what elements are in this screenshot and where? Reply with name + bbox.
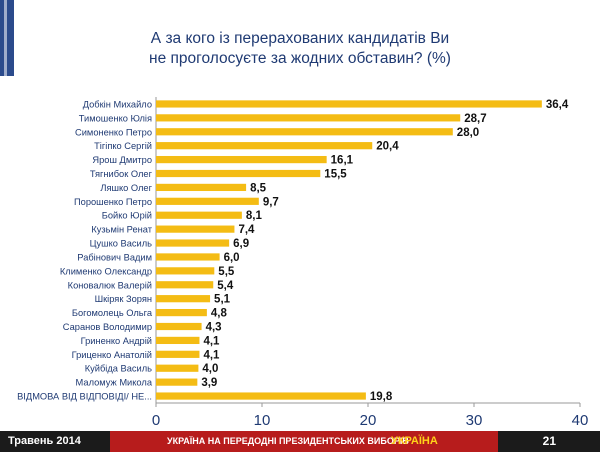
category-label: Гриненко Андрій (81, 336, 152, 346)
value-label: 3,9 (201, 377, 217, 389)
bar (156, 364, 199, 372)
value-label: 6,0 (224, 252, 240, 264)
category-label: Добкін Михайло (83, 99, 152, 109)
value-label: 5,5 (218, 266, 235, 278)
bar (156, 336, 200, 345)
value-label: 4,1 (203, 335, 220, 347)
category-label: Куйбіда Василь (85, 364, 152, 374)
category-label: Ярош Дмитро (92, 155, 152, 165)
category-label: Цушко Василь (90, 239, 153, 249)
category-label: Маломуж Микола (76, 378, 153, 388)
value-label: 19,8 (370, 391, 393, 403)
chart-title-line-1: А за кого із перерахованих кандидатів Ви (150, 30, 450, 47)
x-tick-label: 20 (360, 412, 377, 429)
value-label: 4,3 (206, 322, 222, 334)
bar-chart: 0 10 20 30 40 Добкін Михайло 36,4 Тимошенко Юлі… (17, 97, 589, 429)
x-tick-label: 0 (152, 412, 160, 429)
bar (156, 253, 220, 261)
bar (156, 295, 211, 303)
bar (156, 211, 242, 219)
value-label: 6,9 (233, 238, 249, 250)
category-label: Шкіряк Зорян (95, 294, 152, 304)
bar (156, 225, 235, 233)
bar (156, 169, 321, 178)
header-accent-stripe-highlight (4, 0, 7, 76)
bar (156, 267, 215, 275)
category-label: Кузьмін Ренат (91, 225, 152, 235)
category-label: Рабінович Вадим (77, 252, 152, 262)
value-label: 20,4 (376, 141, 399, 153)
category-label: Бойко Юрій (102, 211, 152, 221)
category-label: Саранов Володимир (63, 322, 152, 332)
category-label: Порошенко Петро (74, 197, 152, 207)
bar (156, 308, 207, 317)
footer-highlight: УКРАЇНА (391, 435, 438, 447)
value-label: 5,1 (214, 294, 231, 306)
bar (156, 350, 200, 358)
value-label: 9,7 (263, 196, 279, 208)
category-label: Гриценко Анатолій (72, 350, 152, 360)
bar (156, 322, 202, 331)
value-label: 15,5 (324, 169, 347, 181)
footer-date: Травень 2014 (8, 435, 81, 447)
value-label: 8,5 (250, 182, 267, 194)
chart-title-line-2: не проголосуєте за жодних обставин? (%) (149, 50, 451, 67)
category-label: Симоненко Петро (75, 127, 152, 137)
category-label: Тігіпко Сергій (94, 141, 152, 151)
x-tick-label: 10 (254, 412, 271, 429)
value-label: 8,1 (246, 210, 263, 222)
category-label: Ляшко Олег (100, 183, 152, 193)
x-tick-label: 30 (466, 412, 483, 429)
category-label: Богомолець Ольга (72, 308, 153, 318)
category-label: Клименко Олександр (60, 266, 152, 276)
header-accent-stripe (0, 0, 14, 76)
value-label: 4,1 (203, 349, 220, 361)
value-label: 28,7 (464, 113, 486, 125)
footer-page-number: 21 (542, 434, 556, 448)
chart-title: А за кого із перерахованих кандидатів Ви… (60, 29, 540, 69)
footer-caption: УКРАЇНА НА ПЕРЕДОДНІ ПРЕЗИДЕНТСЬКИХ ВИБО… (167, 436, 409, 446)
value-label: 7,4 (238, 224, 255, 236)
bar (156, 197, 259, 205)
value-label: 36,4 (546, 99, 569, 111)
footer-red-band (110, 431, 498, 452)
category-label: Тимошенко Юлія (79, 113, 152, 123)
x-tick-label: 40 (572, 412, 589, 429)
value-label: 5,4 (217, 280, 234, 292)
bar (156, 183, 247, 192)
bar (156, 239, 230, 247)
value-label: 4,0 (202, 363, 218, 375)
bar (156, 378, 198, 386)
bar (156, 128, 453, 136)
bar (156, 155, 327, 164)
value-label: 28,0 (457, 127, 479, 139)
category-label: ВІДМОВА ВІД ВІДПОВІДІ/ НЕ... (17, 392, 152, 402)
bar (156, 281, 214, 289)
value-label: 16,1 (331, 155, 354, 167)
category-label: Тягнибок Олег (90, 169, 153, 179)
bar (156, 142, 373, 150)
category-label: Коновалюк Валерій (68, 280, 152, 290)
value-label: 4,8 (211, 308, 228, 320)
bar (156, 392, 366, 400)
bar (156, 114, 461, 122)
bar (156, 100, 542, 108)
